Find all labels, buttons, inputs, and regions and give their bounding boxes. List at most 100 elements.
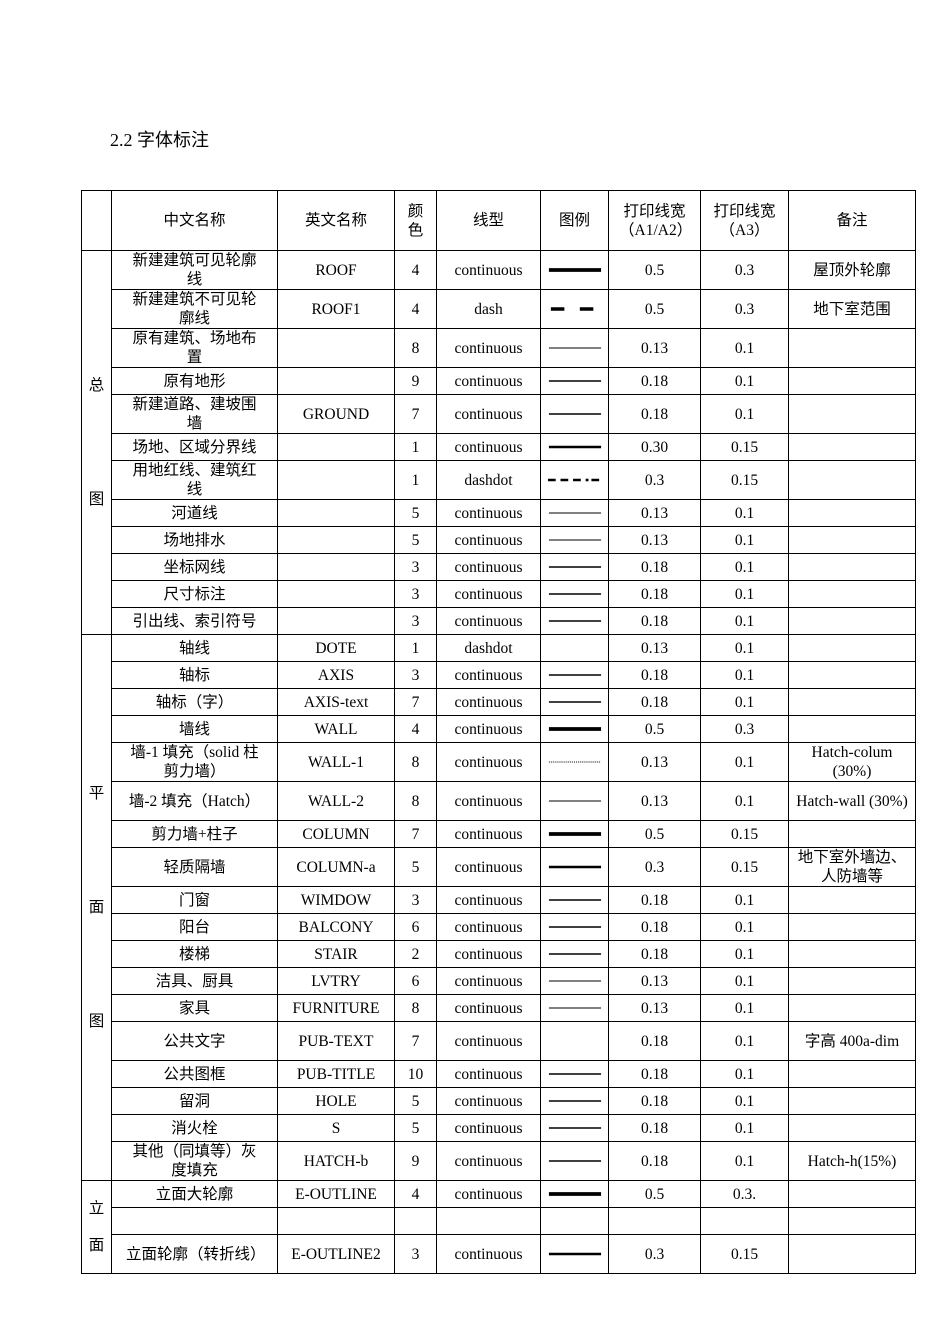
cell-legend: [540, 661, 609, 689]
header-cn-name: 中文名称: [111, 190, 278, 251]
cell-en-name: S: [277, 1114, 395, 1142]
cell-linetype: continuous: [436, 913, 541, 941]
group-label: 总图: [81, 250, 112, 635]
header-color: 颜色: [394, 190, 437, 251]
cell-legend: [540, 499, 609, 527]
cell-en-name: PUB-TEXT: [277, 1021, 395, 1061]
cell-width-a1a2: 0.18: [608, 1141, 701, 1181]
legend-thick-line-icon: [548, 832, 601, 836]
cell-color: 5: [394, 1087, 437, 1115]
cell-en-name: [277, 367, 395, 395]
cell-width-a1a2: 0.18: [608, 1114, 701, 1142]
cell-cn-name: 公共文字: [111, 1021, 278, 1061]
cell-color: 3: [394, 886, 437, 914]
cell-width-a3: 0.1: [700, 994, 789, 1022]
cell-width-a3: 0.3.: [700, 1180, 789, 1208]
cell-note: [788, 1114, 916, 1142]
cell-legend: [540, 580, 609, 608]
cell-width-a3: 0.1: [700, 742, 789, 782]
cell-linetype: continuous: [436, 553, 541, 581]
cell-legend: [540, 607, 609, 635]
cell-color: 8: [394, 328, 437, 368]
legend-thin-line-icon: [548, 539, 601, 541]
cell-legend: [540, 250, 609, 290]
cell-legend: [540, 781, 609, 821]
cell-width-a3: 0.1: [700, 1114, 789, 1142]
cell-legend: [540, 289, 609, 329]
cell-color: 5: [394, 499, 437, 527]
cell-width-a3: 0.1: [700, 1021, 789, 1061]
cell-width-a1a2: 0.18: [608, 886, 701, 914]
cell-color: 5: [394, 526, 437, 554]
cell-en-name: [277, 328, 395, 368]
cell-cn-name: 坐标网线: [111, 553, 278, 581]
cell-legend: [540, 433, 609, 461]
cell-width-a1a2: 0.18: [608, 1060, 701, 1088]
cell-legend: [540, 394, 609, 434]
header-width-a1a2: 打印线宽（A1/A2）: [608, 190, 701, 251]
cell-note: [788, 688, 916, 716]
header-row: 中文名称 英文名称 颜色 线型 图例 打印线宽（A1/A2） 打印线宽（A3） …: [81, 190, 916, 251]
cell-linetype: continuous: [436, 781, 541, 821]
cell-en-name: WIMDOW: [277, 886, 395, 914]
table-row: 尺寸标注 3 continuous 0.18 0.1: [82, 580, 916, 608]
cell-color: 1: [394, 460, 437, 500]
cell-en-name: E-OUTLINE: [277, 1180, 395, 1208]
cell-width-a1a2: 0.18: [608, 661, 701, 689]
legend-medium-line-icon: [548, 899, 601, 901]
cell-cn-name: 阳台: [111, 913, 278, 941]
cell-color: 7: [394, 394, 437, 434]
legend-medium-line-icon: [548, 1127, 601, 1129]
cell-width-a3: 0.15: [700, 433, 789, 461]
table-row: 门窗 WIMDOW 3 continuous 0.18 0.1: [82, 886, 916, 914]
table-row: 其他（同填等）灰度填充 HATCH-b 9 continuous 0.18 0.1 Hatc…: [82, 1141, 916, 1181]
cell-color: 3: [394, 553, 437, 581]
cell-linetype: continuous: [436, 1021, 541, 1061]
cell-linetype: dashdot: [436, 634, 541, 662]
legend-semi-thick-line-icon: [548, 445, 601, 449]
cell-width-a3: 0.1: [700, 940, 789, 968]
cell-linetype: continuous: [436, 499, 541, 527]
cell-legend: [540, 526, 609, 554]
legend-medium-line-icon: [548, 566, 601, 568]
cell-linetype: [436, 1207, 541, 1235]
header-note: 备注: [788, 190, 916, 251]
cell-color: 3: [394, 1234, 437, 1274]
cell-cn-name: 轴线: [111, 634, 278, 662]
cell-en-name: HATCH-b: [277, 1141, 395, 1181]
cell-cn-name: 原有地形: [111, 367, 278, 395]
cell-linetype: continuous: [436, 580, 541, 608]
cell-en-name: [277, 580, 395, 608]
cell-cn-name: 墙-2 填充（Hatch）: [111, 781, 278, 821]
legend-medium-line-icon: [548, 953, 601, 955]
cell-legend: [540, 1207, 609, 1235]
cell-cn-name: 新建道路、建坡围墙: [111, 394, 278, 434]
table-row: [82, 1207, 916, 1235]
cell-cn-name: 立面轮廓（转折线）: [111, 1234, 278, 1274]
cell-color: 8: [394, 742, 437, 782]
cell-width-a1a2: 0.3: [608, 1234, 701, 1274]
cell-width-a3: 0.1: [700, 328, 789, 368]
cell-width-a3: 0.1: [700, 367, 789, 395]
cell-linetype: continuous: [436, 1180, 541, 1208]
cell-width-a3: 0.1: [700, 781, 789, 821]
cell-linetype: continuous: [436, 994, 541, 1022]
cell-width-a1a2: 0.18: [608, 688, 701, 716]
cell-legend: [540, 1087, 609, 1115]
header-width-a3: 打印线宽（A3）: [700, 190, 789, 251]
legend-thick-line-icon: [548, 1192, 601, 1196]
cell-legend: [540, 634, 609, 662]
cell-note: [788, 460, 916, 500]
cell-color: 4: [394, 289, 437, 329]
cell-cn-name: 原有建筑、场地布置: [111, 328, 278, 368]
cell-cn-name: 场地排水: [111, 526, 278, 554]
cell-legend: [540, 1234, 609, 1274]
cell-width-a3: 0.1: [700, 1087, 789, 1115]
cell-legend: [540, 1021, 609, 1061]
group-label-char: 图: [88, 491, 105, 508]
cell-en-name: AXIS: [277, 661, 395, 689]
cell-en-name: [277, 607, 395, 635]
legend-thick-line-icon: [548, 727, 601, 731]
legend-thin-line-icon: [548, 980, 601, 982]
cell-en-name: STAIR: [277, 940, 395, 968]
